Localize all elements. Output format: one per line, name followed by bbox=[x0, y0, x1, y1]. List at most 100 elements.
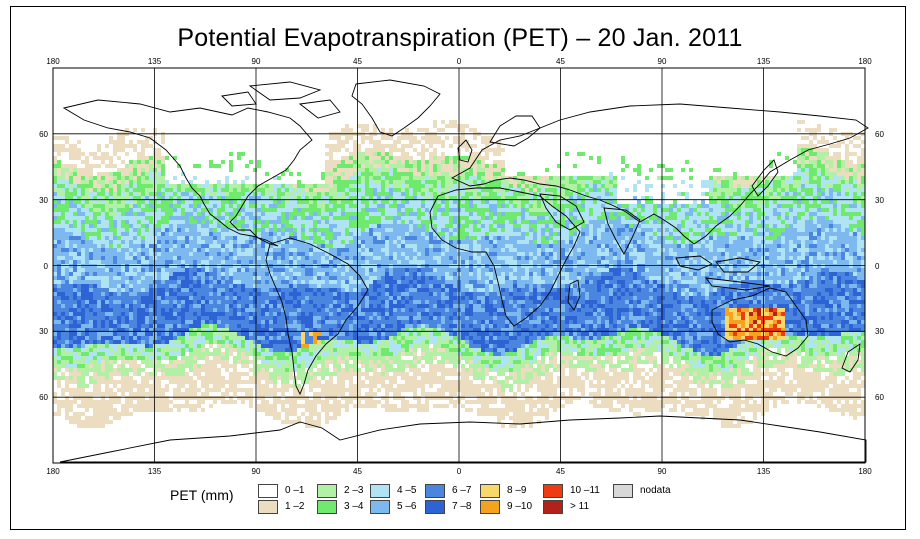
pet-cell bbox=[233, 244, 237, 248]
pet-cell bbox=[545, 184, 549, 188]
pet-cell bbox=[501, 260, 505, 264]
pet-cell bbox=[825, 236, 829, 240]
pet-cell bbox=[257, 188, 261, 192]
pet-cell bbox=[313, 248, 317, 252]
pet-cell bbox=[237, 196, 241, 200]
pet-cell bbox=[509, 192, 513, 196]
pet-cell bbox=[425, 184, 429, 188]
pet-cell bbox=[441, 212, 445, 216]
pet-cell bbox=[329, 240, 333, 244]
pet-cell bbox=[369, 136, 373, 140]
pet-cell bbox=[477, 240, 481, 244]
pet-cell bbox=[413, 192, 417, 196]
pet-cell bbox=[161, 184, 165, 188]
pet-cell bbox=[817, 196, 821, 200]
pet-cell bbox=[189, 260, 193, 264]
pet-cell bbox=[781, 204, 785, 208]
pet-cell bbox=[241, 208, 245, 212]
pet-cell bbox=[513, 184, 517, 188]
pet-cell bbox=[769, 188, 773, 192]
pet-cell bbox=[733, 248, 737, 252]
pet-cell bbox=[705, 204, 709, 208]
pet-cell bbox=[729, 240, 733, 244]
pet-cell bbox=[125, 152, 129, 156]
pet-cell bbox=[93, 192, 97, 196]
pet-cell bbox=[273, 192, 277, 196]
pet-cell bbox=[237, 184, 241, 188]
pet-cell bbox=[441, 176, 445, 180]
pet-cell bbox=[469, 216, 473, 220]
pet-cell bbox=[213, 236, 217, 240]
pet-cell bbox=[293, 236, 297, 240]
pet-cell bbox=[545, 212, 549, 216]
pet-cell bbox=[209, 244, 213, 248]
pet-cell bbox=[393, 204, 397, 208]
pet-cell bbox=[665, 232, 669, 236]
pet-cell bbox=[585, 204, 589, 208]
pet-cell bbox=[481, 224, 485, 228]
pet-cell bbox=[613, 176, 617, 180]
pet-cell bbox=[445, 196, 449, 200]
pet-cell bbox=[845, 216, 849, 220]
pet-cell bbox=[525, 212, 529, 216]
pet-cell bbox=[489, 148, 493, 152]
pet-cell bbox=[821, 160, 825, 164]
pet-cell bbox=[201, 188, 205, 192]
pet-cell bbox=[533, 204, 537, 208]
pet-cell bbox=[213, 240, 217, 244]
pet-cell bbox=[809, 204, 813, 208]
pet-cell bbox=[377, 160, 381, 164]
pet-cell bbox=[773, 216, 777, 220]
pet-cell bbox=[173, 176, 177, 180]
pet-cell bbox=[405, 232, 409, 236]
pet-cell bbox=[373, 160, 377, 164]
pet-cell bbox=[57, 204, 61, 208]
pet-cell bbox=[769, 200, 773, 204]
pet-cell bbox=[417, 168, 421, 172]
pet-cell bbox=[593, 240, 597, 244]
pet-cell bbox=[373, 208, 377, 212]
pet-cell bbox=[729, 216, 733, 220]
pet-cell bbox=[289, 212, 293, 216]
pet-cell bbox=[389, 168, 393, 172]
pet-cell bbox=[545, 244, 549, 248]
pet-cell bbox=[625, 212, 629, 216]
pet-cell bbox=[209, 204, 213, 208]
pet-cell bbox=[709, 196, 713, 200]
pet-cell bbox=[777, 196, 781, 200]
pet-cell bbox=[329, 156, 333, 160]
pet-cell bbox=[389, 200, 393, 204]
pet-cell bbox=[365, 260, 369, 264]
pet-cell bbox=[461, 236, 465, 240]
pet-cell bbox=[225, 184, 229, 188]
pet-cell bbox=[649, 196, 653, 200]
pet-cell bbox=[101, 176, 105, 180]
pet-cell bbox=[557, 200, 561, 204]
pet-cell bbox=[173, 224, 177, 228]
pet-cell bbox=[133, 212, 137, 216]
pet-cell bbox=[113, 200, 117, 204]
pet-cell bbox=[845, 200, 849, 204]
pet-cell bbox=[601, 224, 605, 228]
pet-cell bbox=[229, 188, 233, 192]
pet-cell bbox=[761, 248, 765, 252]
pet-cell bbox=[125, 244, 129, 248]
pet-cell bbox=[205, 196, 209, 200]
pet-cell bbox=[197, 208, 201, 212]
pet-cell bbox=[585, 232, 589, 236]
pet-cell bbox=[373, 184, 377, 188]
pet-cell bbox=[661, 236, 665, 240]
pet-cell bbox=[209, 256, 213, 260]
pet-cell bbox=[117, 172, 121, 176]
pet-cell bbox=[357, 236, 361, 240]
pet-cell bbox=[309, 204, 313, 208]
pet-cell bbox=[53, 208, 57, 212]
pet-cell bbox=[545, 192, 549, 196]
pet-cell bbox=[661, 196, 665, 200]
pet-cell bbox=[289, 200, 293, 204]
pet-cell bbox=[525, 220, 529, 224]
pet-cell bbox=[145, 160, 149, 164]
pet-cell bbox=[525, 256, 529, 260]
pet-cell bbox=[133, 144, 137, 148]
pet-cell bbox=[833, 204, 837, 208]
